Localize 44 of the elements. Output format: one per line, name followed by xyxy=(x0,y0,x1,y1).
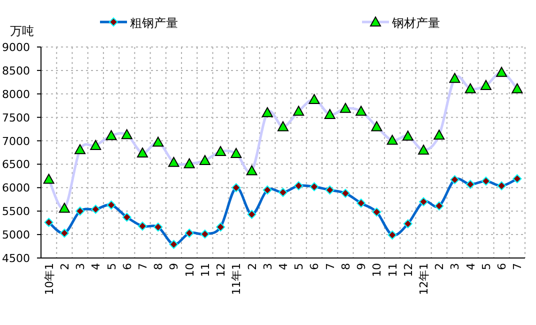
x-tick-label: 7 xyxy=(136,263,150,270)
y-tick-label: 7000 xyxy=(2,134,30,148)
x-tick-label: 2 xyxy=(58,263,72,270)
x-tick-label: 4 xyxy=(277,263,290,270)
y-axis-title: 万吨 xyxy=(10,24,34,38)
x-tick-label: 11 xyxy=(198,263,212,277)
y-tick-label: 4500 xyxy=(2,252,30,265)
x-tick-label: 3 xyxy=(448,263,462,270)
x-tick-label: 7 xyxy=(511,263,524,270)
y-tick-label: 8500 xyxy=(2,64,30,78)
x-tick-label: 9 xyxy=(168,263,181,270)
y-tick-label: 6500 xyxy=(2,158,30,172)
x-tick-label: 11 xyxy=(386,263,400,277)
x-tick-label: 10 xyxy=(183,263,196,277)
x-tick-label: 5 xyxy=(292,263,306,270)
y-tick-label: 6000 xyxy=(2,182,30,195)
x-tick-label: 2 xyxy=(246,263,259,270)
x-tick-label: 4 xyxy=(90,263,103,270)
x-tick-label: 10年1 xyxy=(42,263,56,295)
y-tick-label: 5000 xyxy=(2,228,30,242)
y-tick-label: 7500 xyxy=(2,111,30,124)
x-tick-label: 12 xyxy=(214,263,228,277)
x-tick-label: 4 xyxy=(464,263,478,270)
x-tick-label: 5 xyxy=(480,263,493,270)
x-tick-label: 2 xyxy=(433,263,446,270)
x-tick-label: 8 xyxy=(339,263,352,270)
x-tick-label: 8 xyxy=(152,263,166,270)
x-tick-label: 6 xyxy=(308,263,322,270)
y-tick-label: 5500 xyxy=(2,205,30,218)
x-tick-label: 10 xyxy=(370,263,384,277)
x-tick-label: 12 xyxy=(402,263,415,277)
legend-label: 粗钢产量 xyxy=(130,16,178,30)
x-tick-label: 12年1 xyxy=(418,263,431,295)
x-tick-label: 6 xyxy=(496,263,509,270)
x-tick-label: 9 xyxy=(355,263,368,270)
x-tick-label: 6 xyxy=(120,263,134,270)
y-tick-label: 9000 xyxy=(2,41,30,54)
x-tick-label: 3 xyxy=(74,263,88,270)
x-tick-label: 3 xyxy=(261,263,274,270)
y-tick-label: 8000 xyxy=(2,88,30,101)
x-tick-label: 7 xyxy=(324,263,337,270)
x-tick-label: 5 xyxy=(105,263,118,270)
legend-label: 钢材产量 xyxy=(391,16,440,30)
x-tick-label: 11年1 xyxy=(230,263,244,295)
